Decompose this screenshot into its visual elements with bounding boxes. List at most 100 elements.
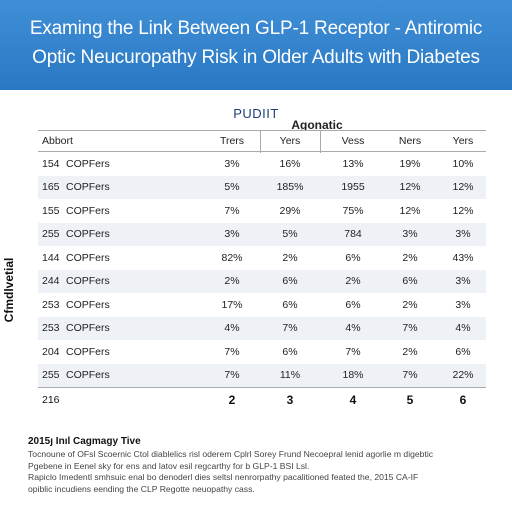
table-cell: 7% (402, 369, 418, 382)
table-cell: 6% (345, 298, 361, 311)
table-row: 244 COPFers 2% 6% 2% 6% 3% (38, 269, 486, 293)
title-line-1: Examing the Link Between GLP-1 Receptor … (29, 18, 483, 39)
table-cell: 6% (402, 275, 418, 288)
header-cell: Ners (398, 135, 422, 147)
table-cell: COPFers (66, 322, 110, 335)
table-cell: 6% (345, 251, 361, 264)
footer-cell: 2 (228, 392, 236, 407)
table-cell: 18% (342, 369, 364, 382)
table-cell: 2% (345, 275, 361, 288)
table-cell: 144 (42, 251, 60, 264)
table-cell: COPFers (66, 228, 110, 241)
column-group-header: Agonatic (291, 118, 343, 132)
column-divider (320, 131, 321, 153)
footnotes-title: 2015ȷ Inıl Cagmagy Tive (28, 436, 141, 447)
table-cell: 185% (276, 181, 304, 194)
table-cell: COPFers (66, 275, 110, 288)
table-cell: 12% (452, 181, 474, 194)
table-cell: 155 (42, 204, 60, 217)
table-cell: 75% (342, 204, 364, 217)
table-cell: 43% (452, 251, 474, 264)
table-cell: 3% (455, 228, 471, 241)
table-cell: 12% (452, 204, 474, 217)
table-cell: 3% (455, 298, 471, 311)
table-cell: 255 (42, 228, 60, 241)
footnotes: 2015ȷ Inıl Cagmagy Tive Tocnoune of OFsl… (28, 436, 498, 495)
table-cell: 253 (42, 322, 60, 335)
header-cell: Trers (219, 135, 245, 147)
table-row: 255 COPFers 3% 5% 784 3% 3% (38, 222, 486, 246)
table-cell: 29% (279, 204, 301, 217)
table-cell: 165 (42, 181, 60, 194)
table-cell: 12% (399, 181, 421, 194)
side-axis-label: Cfmdlvetial (2, 257, 16, 323)
table-row: 204 COPFers 7% 6% 7% 2% 6% (38, 340, 486, 364)
table-cell: 3% (224, 228, 240, 241)
table-cell: 5% (224, 181, 240, 194)
footnote-line: Tocnoune of OFsl Scoernic Ctol diablelic… (28, 449, 434, 459)
table-cell: 7% (345, 345, 361, 358)
table-cell: 22% (452, 369, 474, 382)
table-cell: 2% (224, 275, 240, 288)
title-banner: Examing the Link Between GLP-1 Receptor … (0, 0, 512, 90)
table-row: 165 COPFers 5% 185% 1955 12% 12% (38, 175, 486, 199)
table-cell: 13% (342, 157, 364, 170)
table-cell: COPFers (66, 181, 110, 194)
table-row: 253 COPFers 17% 6% 6% 2% 3% (38, 293, 486, 317)
table-cell: COPFers (66, 204, 110, 217)
table-row: 144 COPFers 82% 2% 6% 2% 43% (38, 246, 486, 270)
table-cell: 244 (42, 275, 60, 288)
header-cell: Vess (341, 135, 365, 147)
table-cell: 4% (224, 322, 240, 335)
footer-cell: 4 (349, 392, 357, 407)
table-cell: 6% (455, 345, 471, 358)
table-cell: 2% (402, 345, 418, 358)
footer-cell: 5 (406, 392, 414, 407)
table-cell: 10% (452, 157, 474, 170)
table-cell: COPFers (66, 369, 110, 382)
footer-cell: 3 (286, 392, 294, 407)
table-cell: 7% (282, 322, 298, 335)
table-cell: COPFers (66, 157, 110, 170)
table-cell: 1955 (341, 181, 365, 194)
table-row: 255 COPFers 7% 11% 18% 7% 22% (38, 363, 486, 387)
table-cell: 154 (42, 157, 60, 170)
table-cell: 784 (344, 228, 362, 241)
table-cell: 2% (402, 251, 418, 264)
table-cell: 6% (282, 298, 298, 311)
table-cell: 6% (282, 345, 298, 358)
footer-cell: 216 (42, 393, 60, 406)
table-cell: 3% (224, 157, 240, 170)
table-cell: 82% (221, 251, 243, 264)
table-cell: COPFers (66, 345, 110, 358)
header-cell: Yers (279, 135, 301, 147)
table-cell: 2% (282, 251, 298, 264)
table-cell: 3% (455, 275, 471, 288)
data-table: Abbort Trers Yers Vess Ners Yers 154 COPF… (38, 130, 486, 411)
table-cell: 3% (402, 228, 418, 241)
header-cell: Abbort (42, 135, 73, 147)
table-cell: 19% (399, 157, 421, 170)
title-line-2: Optic Neucuropathy Risk in Older Adults … (32, 47, 480, 68)
table-cell: 2% (402, 298, 418, 311)
table-cell: 6% (282, 275, 298, 288)
table-cell: 16% (279, 157, 301, 170)
table-cell: 5% (282, 228, 298, 241)
table-cell: 7% (224, 369, 240, 382)
table-row: 154 COPFers 3% 16% 13% 19% 10% (38, 152, 486, 176)
table-footer-row: 216 2 3 4 5 6 (38, 387, 486, 411)
table-row: 253 COPFers 4% 7% 4% 7% 4% (38, 316, 486, 340)
table-cell: 4% (345, 322, 361, 335)
table-cell: 4% (455, 322, 471, 335)
table-cell: COPFers (66, 298, 110, 311)
header-cell: Yers (452, 135, 474, 147)
table-caption: PUDIIT (233, 106, 279, 121)
footnote-line: opiblic incudiens eending the CLP Regott… (28, 483, 255, 494)
footnote-line: Rapiclo Imedentl smhsuic enal bo denoder… (28, 472, 419, 483)
table-header-row: Abbort Trers Yers Vess Ners Yers (38, 130, 486, 153)
table-cell: 253 (42, 298, 60, 311)
table-cell: 7% (224, 345, 240, 358)
table-cell: 7% (402, 322, 418, 335)
footnote-line: Pgebene in Eenel sky for ens and latov e… (28, 460, 310, 471)
table-cell: 11% (279, 369, 301, 382)
